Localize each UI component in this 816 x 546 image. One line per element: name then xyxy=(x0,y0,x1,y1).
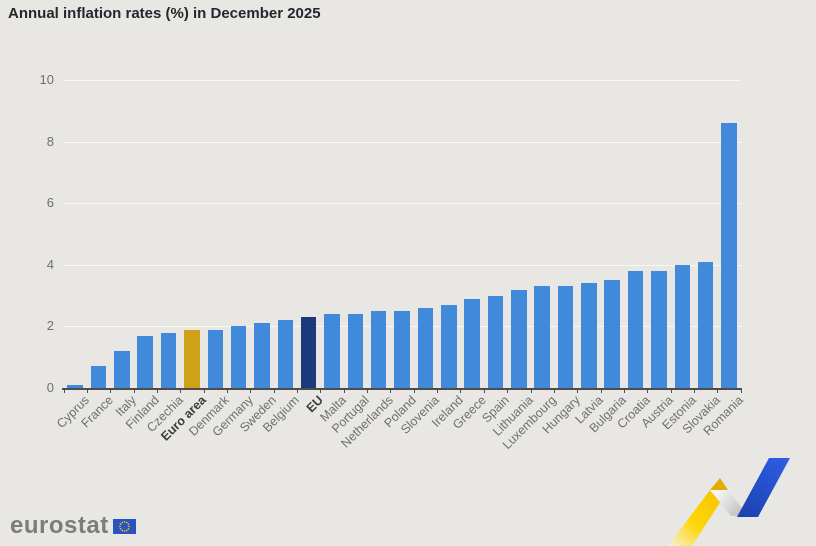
x-axis-tick xyxy=(180,388,182,393)
x-axis-tick xyxy=(413,388,415,393)
x-axis-tick xyxy=(156,388,158,393)
x-axis-tick xyxy=(110,388,112,393)
x-axis-tick xyxy=(273,388,275,393)
y-axis-tick-label-4: 4 xyxy=(46,256,54,272)
x-axis-tick xyxy=(343,388,345,393)
bar-cyprus xyxy=(67,384,83,388)
bar-finland xyxy=(137,335,153,388)
bar-latvia xyxy=(581,283,597,388)
bar-romania xyxy=(721,123,737,388)
x-axis-tick xyxy=(693,388,695,393)
eurostat-ribbon-graphic xyxy=(668,458,790,546)
bar-spain xyxy=(487,295,504,388)
x-axis-tick xyxy=(226,388,228,393)
x-axis-tick xyxy=(297,388,298,393)
bar-germany xyxy=(230,326,247,388)
chart-title: Annual inflation rates (%) in December 2… xyxy=(8,5,321,22)
bar-italy xyxy=(114,351,130,388)
y-axis-tick-label-10: 10 xyxy=(39,72,54,88)
bar-czechia xyxy=(160,332,177,388)
bar-france xyxy=(90,366,107,388)
x-axis-tick xyxy=(250,388,252,393)
bar-sweden xyxy=(254,323,270,388)
bar-austria xyxy=(651,271,667,388)
eurostat-logo-text: eurostat xyxy=(10,512,109,539)
gridline-6 xyxy=(63,203,741,205)
bar-luxembourg xyxy=(534,286,550,388)
x-axis-tick xyxy=(670,388,672,393)
x-axis-tick xyxy=(740,388,742,393)
eu-flag-icon xyxy=(112,518,136,534)
bar-denmark xyxy=(207,329,224,388)
x-axis-tick xyxy=(390,388,392,393)
y-axis-tick-label-2: 2 xyxy=(46,318,54,334)
y-axis-tick-label-6: 6 xyxy=(46,195,54,211)
bar-euro-area xyxy=(184,329,200,388)
bar-portugal xyxy=(347,314,364,388)
y-axis-tick-label-0: 0 xyxy=(46,380,54,395)
x-axis-tick xyxy=(647,388,649,393)
x-axis-tick xyxy=(203,388,205,393)
bar-slovenia xyxy=(417,307,434,388)
x-axis-tick xyxy=(437,388,439,393)
y-axis-tick-label-8: 8 xyxy=(46,133,54,149)
bar-croatia xyxy=(627,271,644,388)
x-axis-tick xyxy=(133,388,135,393)
bar-malta xyxy=(324,314,340,388)
gridline-4 xyxy=(63,264,741,266)
x-axis-tick xyxy=(623,388,625,393)
bar-netherlands xyxy=(370,311,387,388)
bar-estonia xyxy=(674,264,691,388)
bar-belgium xyxy=(277,320,294,388)
bar-eu xyxy=(300,317,317,388)
x-axis-tick xyxy=(63,388,65,393)
bar-hungary xyxy=(557,286,574,388)
bar-poland xyxy=(394,311,410,388)
eurostat-logo: eurostat xyxy=(10,514,136,538)
gridline-8 xyxy=(63,141,741,143)
x-axis-tick xyxy=(577,388,579,393)
x-axis-tick xyxy=(86,388,88,393)
bar-ireland xyxy=(441,304,457,388)
x-axis-tick xyxy=(530,388,532,393)
bar-greece xyxy=(464,298,480,388)
bar-slovakia xyxy=(697,261,714,388)
x-axis-tick xyxy=(507,388,509,393)
bar-bulgaria xyxy=(604,280,620,388)
x-axis-tick xyxy=(483,388,485,393)
x-axis-line xyxy=(62,388,743,390)
x-axis-tick xyxy=(553,388,555,393)
x-axis-tick xyxy=(320,388,322,393)
bar-lithuania xyxy=(511,289,527,388)
x-axis-tick xyxy=(367,388,369,393)
x-axis-tick xyxy=(717,388,719,393)
x-axis-tick xyxy=(600,388,602,393)
gridline-10 xyxy=(63,80,741,82)
x-axis-tick xyxy=(460,388,462,393)
